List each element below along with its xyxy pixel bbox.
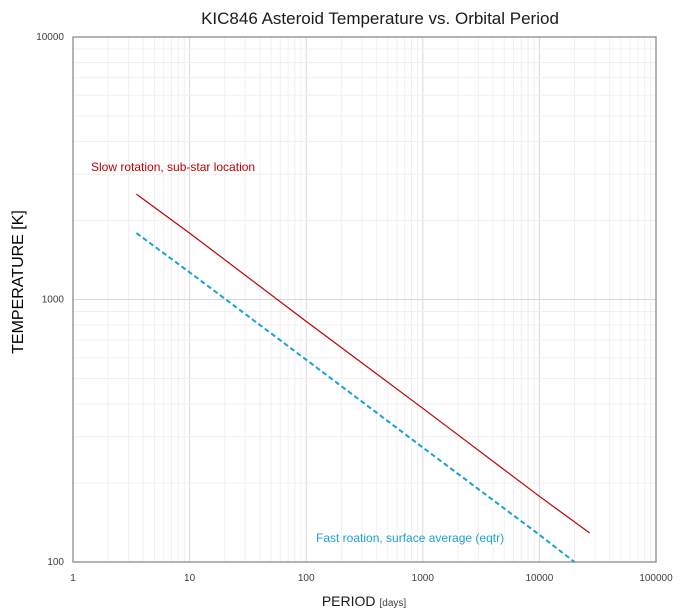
grid xyxy=(73,37,656,562)
x-tick-label: 1 xyxy=(70,573,76,584)
x-tick-label: 1000 xyxy=(412,573,435,584)
y-tick-label: 1000 xyxy=(42,295,65,306)
x-tick-label: 100000 xyxy=(639,573,673,584)
series-line-slow-rotation xyxy=(136,193,591,534)
y-tick-label: 100 xyxy=(47,557,64,568)
x-tick-label: 10 xyxy=(184,573,196,584)
x-tick-label: 100 xyxy=(298,573,315,584)
x-tick-label: 10000 xyxy=(525,573,553,584)
chart-title: KIC846 Asteroid Temperature vs. Orbital … xyxy=(201,9,559,28)
y-tick-label: 10000 xyxy=(36,32,64,43)
series-annotation-slow-rotation: Slow rotation, sub-star location xyxy=(91,160,255,174)
y-axis-label: TEMPERATURE [K] xyxy=(10,210,27,354)
series-lines xyxy=(135,193,591,563)
plot-area-frame xyxy=(72,36,657,563)
series-annotation-fast-rotation: Fast roation, surface average (eqtr) xyxy=(316,531,504,545)
x-axis-ticks: 1 10 100 1000 10000 100000 xyxy=(70,573,673,584)
y-axis-ticks: 100 1000 10000 xyxy=(36,32,64,568)
x-axis-label-text: PERIOD xyxy=(322,593,376,609)
series-line-fast-rotation xyxy=(135,232,576,563)
x-axis-label: PERIOD [days] xyxy=(322,593,407,609)
x-axis-label-unit: [days] xyxy=(380,598,407,609)
